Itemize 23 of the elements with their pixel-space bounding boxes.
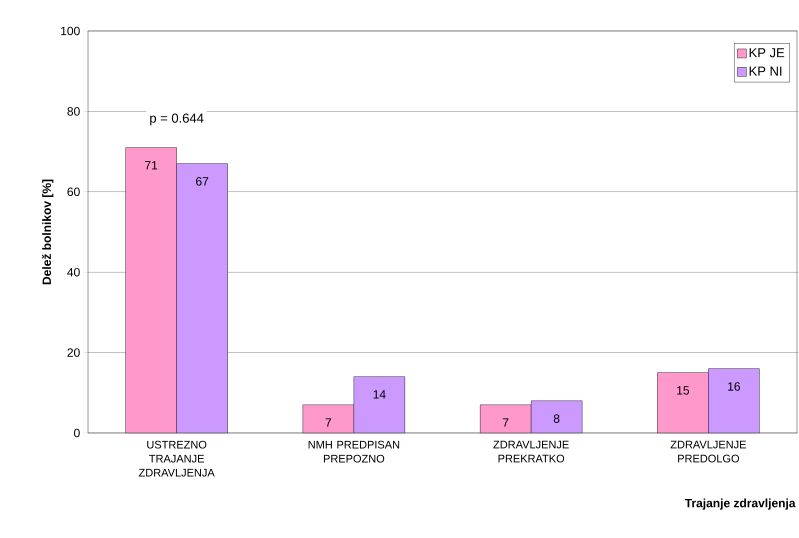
data-label: 15	[677, 386, 690, 395]
annotation: p = 0.644	[150, 114, 204, 126]
x-tick-label: ZDRAVLJENJE PREKRATKO	[493, 440, 569, 462]
x-tick-label: NMH PREDPISAN PREPOZNO	[308, 440, 400, 463]
data-label: 14	[374, 390, 386, 398]
y-axis-title: Delež bolnikov [%]	[42, 180, 54, 284]
data-label: 8	[554, 414, 560, 423]
y-tick-label: 80	[67, 107, 80, 116]
y-tick-label: 100	[61, 26, 80, 36]
data-label: 67	[196, 177, 208, 186]
data-label: 16	[728, 382, 740, 391]
y-tick-label: 0	[74, 428, 80, 438]
y-tick-label: 60	[68, 188, 80, 196]
data-label: 7	[502, 418, 508, 427]
y-tick-label: 20	[68, 348, 80, 357]
x-axis-title: Trajanje zdravljenja	[684, 498, 796, 510]
legend-label: KP JE	[750, 48, 784, 58]
y-tick-label: 40	[67, 268, 80, 276]
x-tick-label: ZDRAVLJENJE PREDOLGO	[670, 440, 746, 462]
data-label: 7	[326, 418, 332, 427]
x-tick-label: USTREZNO TRAJANJE ZDRAVLJENJA	[138, 440, 215, 477]
legend-label: KP NI	[750, 66, 782, 76]
data-label: 71	[145, 161, 158, 170]
